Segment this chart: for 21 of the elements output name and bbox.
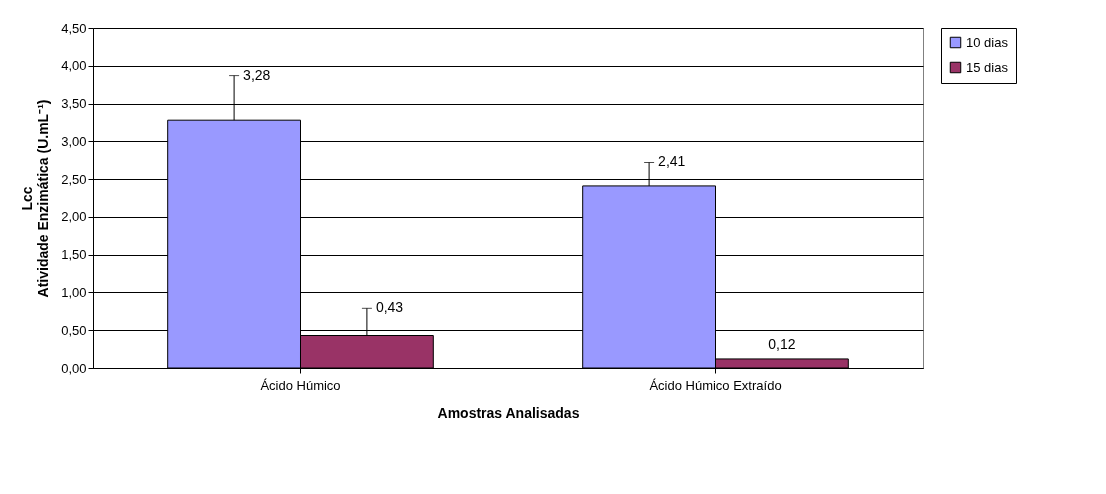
x-tick-label: Ácido Húmico bbox=[260, 377, 341, 393]
y-tick-label: 4,50 bbox=[61, 20, 87, 36]
data-label: 3,28 bbox=[243, 66, 271, 83]
data-label: 2,41 bbox=[658, 153, 686, 170]
text: Atividade Enzimática (U.mL⁻¹) bbox=[35, 99, 52, 298]
legend-label: 10 dias bbox=[966, 34, 1009, 50]
y-tick-label: 3,00 bbox=[61, 133, 87, 149]
y-tick-label: 1,50 bbox=[61, 247, 87, 263]
data-label: 0,12 bbox=[768, 335, 796, 352]
y-tick-label: 0,50 bbox=[61, 322, 87, 338]
x-axis-title: Amostras Analisadas bbox=[437, 404, 580, 421]
text: Lcc bbox=[19, 186, 36, 211]
y-tick-label: 2,50 bbox=[61, 171, 87, 187]
y-tick-label: 2,00 bbox=[61, 209, 87, 225]
y-tick-label: 4,00 bbox=[61, 58, 87, 74]
x-tick-label: Ácido Húmico Extraído bbox=[649, 377, 782, 393]
y-tick-label: 3,50 bbox=[61, 96, 87, 112]
y-tick-label: 0,00 bbox=[61, 360, 87, 376]
legend-label: 15 dias bbox=[966, 59, 1009, 75]
data-label: 0,43 bbox=[375, 299, 404, 316]
y-tick-label: 1,00 bbox=[61, 284, 87, 300]
